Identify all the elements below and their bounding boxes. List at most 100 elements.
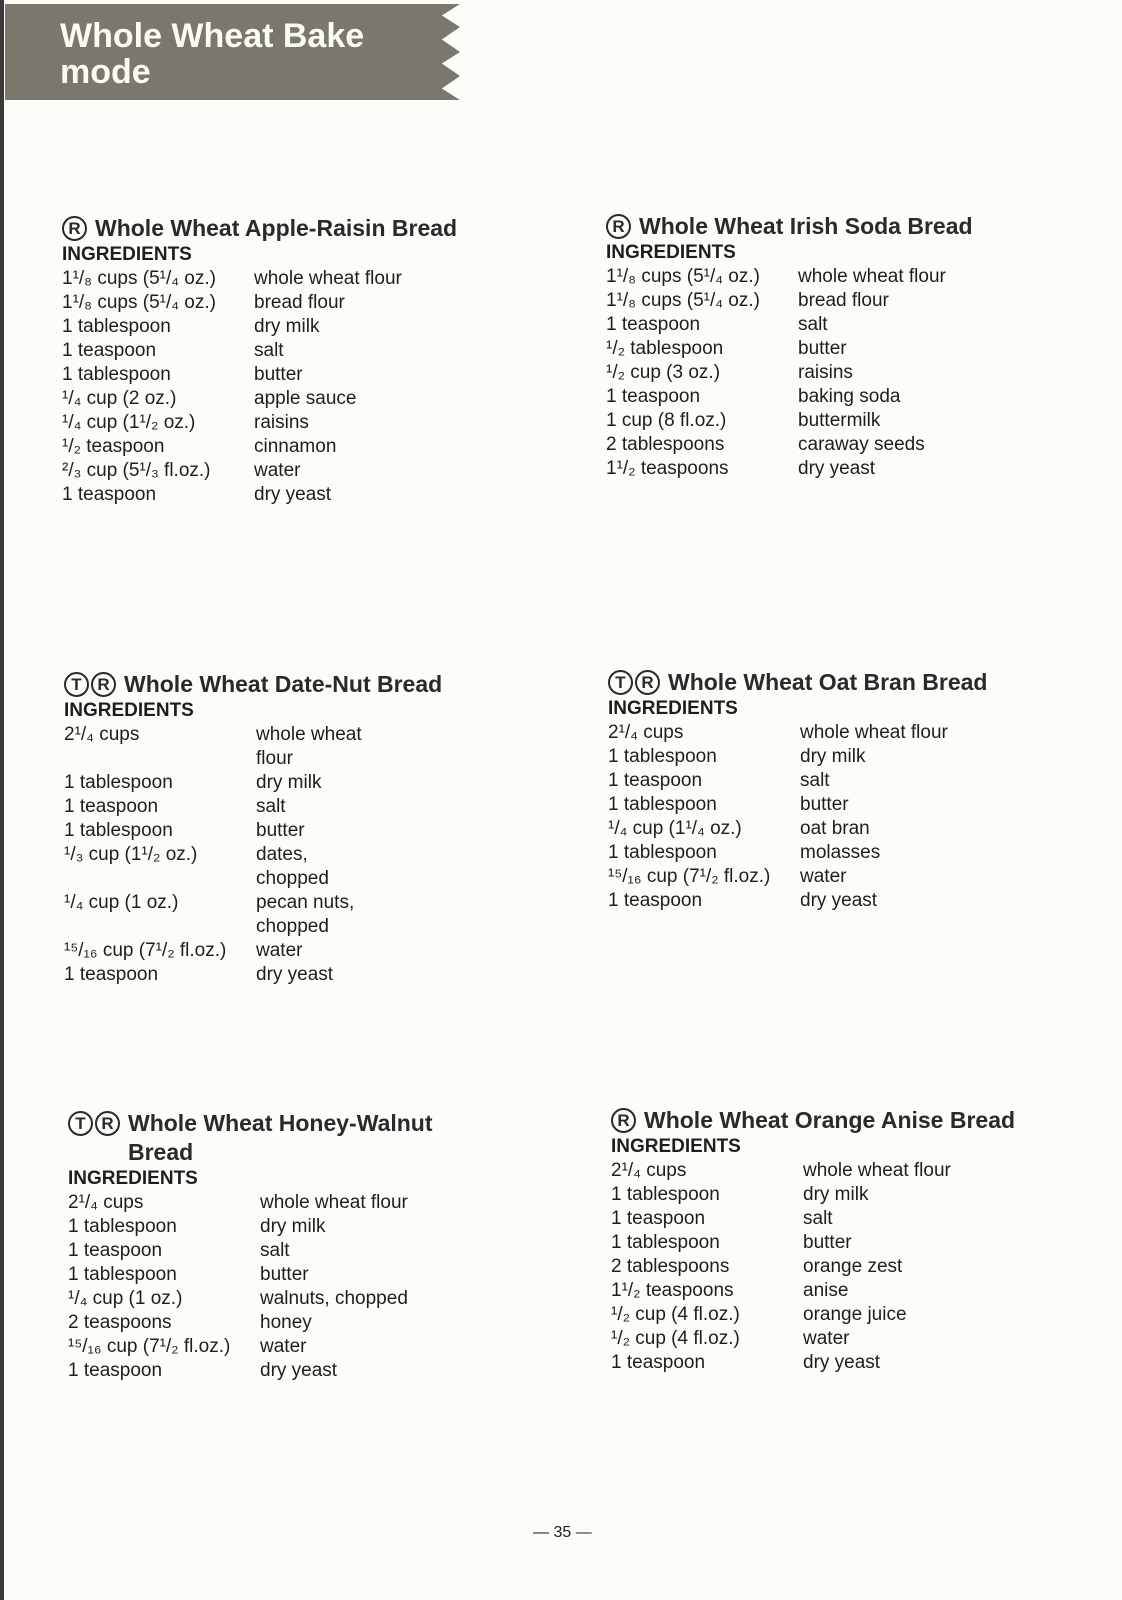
ingredient-row: ¹⁵/₁₆ cup (7¹/₂ fl.oz.) water — [608, 865, 1078, 889]
recipe-title-row: T R Whole Wheat Date-Nut Bread — [64, 670, 534, 699]
ingredient-quantity: ¹⁵/₁₆ cup (7¹/₂ fl.oz.) — [64, 940, 227, 961]
ingredient-name: whole wheat flour — [803, 1160, 951, 1181]
ingredient-quantity: ¹/₄ cup (2 oz.) — [62, 388, 177, 409]
ingredient-row: 1 teaspoon salt — [68, 1239, 468, 1263]
ingredient-name: dry yeast — [256, 964, 334, 985]
recipe-title: Whole Wheat Irish Soda Bread — [639, 213, 973, 239]
ingredient-row: 1 teaspoon baking soda — [606, 385, 1076, 409]
recipe: R Whole Wheat Irish Soda Bread INGREDIENTS… — [606, 212, 1076, 481]
ingredient-name: dates, chopped — [256, 844, 329, 889]
ingredient-row: 2¹/₄ cups whole wheat flour — [64, 723, 534, 771]
ingredient-row: 2 teaspoons honey — [68, 1311, 468, 1335]
recipe: T R Whole Wheat Honey-Walnut Bread INGREDIE… — [68, 1109, 468, 1383]
recipe-title-row: R Whole Wheat Apple-Raisin Bread — [62, 214, 532, 243]
ingredient-quantity: 2¹/₄ cups — [608, 722, 684, 743]
recipe-title: Whole Wheat Oat Bran Bread — [668, 669, 988, 695]
ingredient-name: dry yeast — [260, 1360, 338, 1381]
recipe-title: Whole Wheat Orange Anise Bread — [644, 1107, 1016, 1133]
page-edge — [0, 0, 4, 1600]
ingredient-row: 1¹/₈ cups (5¹/₄ oz.) bread flour — [62, 291, 532, 315]
ingredient-quantity: ¹/₂ tablespoon — [606, 338, 724, 359]
ingredient-quantity: 1 teaspoon — [611, 1208, 706, 1229]
ingredient-row: 1 tablespoon molasses — [608, 841, 1078, 865]
ingredient-quantity: ¹/₂ teaspoon — [62, 436, 165, 457]
ingredient-quantity: 1 tablespoon — [64, 820, 173, 841]
ingredient-name: dry yeast — [800, 890, 878, 911]
ingredient-quantity: 1 teaspoon — [606, 314, 701, 335]
ingredient-name: whole wheat flour — [798, 266, 946, 287]
ingredient-row: ¹/₂ cup (3 oz.) raisins — [606, 361, 1076, 385]
ingredients-heading: INGREDIENTS — [611, 1136, 741, 1157]
recipe: T R Whole Wheat Date-Nut Bread INGREDIENTS 2… — [64, 670, 534, 987]
ingredient-row: 1 tablespoon dry milk — [608, 745, 1078, 769]
ingredient-row: 1 teaspoon dry yeast — [68, 1359, 468, 1383]
ingredient-row: ¹⁵/₁₆ cup (7¹/₂ fl.oz.) water — [64, 939, 534, 963]
ingredient-name: salt — [798, 314, 828, 335]
ingredient-row: ¹/₄ cup (1¹/₂ oz.) raisins — [62, 411, 532, 435]
ingredient-row: 1¹/₂ teaspoons anise — [611, 1279, 1081, 1303]
ingredient-name: dry milk — [256, 772, 322, 793]
ingredient-name: oat bran — [800, 818, 870, 839]
ingredient-name: anise — [803, 1280, 849, 1301]
ingredient-name: dry yeast — [254, 484, 332, 505]
ingredient-row: ¹/₄ cup (1 oz.) walnuts, chopped — [68, 1287, 468, 1311]
mode-rapid-icon: R — [91, 672, 116, 697]
ingredient-quantity: 2¹/₄ cups — [64, 724, 140, 745]
mode-marks: R — [611, 1106, 638, 1135]
ingredient-name: honey — [260, 1312, 312, 1333]
ingredients-heading: INGREDIENTS — [608, 698, 738, 719]
ingredients-heading: INGREDIENTS — [62, 244, 192, 265]
recipe-title-row: T R Whole Wheat Oat Bran Bread — [608, 668, 1078, 697]
recipe-title: Whole Wheat Apple-Raisin Bread — [95, 215, 458, 241]
recipe-title: Whole Wheat Date-Nut Bread — [124, 671, 443, 697]
ingredient-quantity: 1 tablespoon — [608, 842, 717, 863]
ingredient-row: 1 teaspoon salt — [606, 313, 1076, 337]
ingredient-name: dry yeast — [798, 458, 876, 479]
recipe-title: Whole Wheat Honey-Walnut Bread — [128, 1110, 433, 1165]
ingredient-quantity: 1¹/₈ cups (5¹/₄ oz.) — [62, 292, 216, 313]
ingredient-name: buttermilk — [798, 410, 881, 431]
ingredient-name: raisins — [254, 412, 309, 433]
ingredient-name: dry milk — [800, 746, 866, 767]
ingredient-quantity: ¹/₄ cup (1¹/₂ oz.) — [62, 412, 196, 433]
ingredient-name: butter — [256, 820, 305, 841]
ingredient-quantity: 1 tablespoon — [68, 1264, 177, 1285]
ingredient-quantity: 1 teaspoon — [64, 796, 159, 817]
ingredient-name: bread flour — [798, 290, 889, 311]
ingredient-quantity: 2¹/₄ cups — [68, 1192, 144, 1213]
page-title: Whole Wheat Bake mode — [60, 17, 365, 91]
ingredient-row: 1 tablespoon butter — [68, 1263, 468, 1287]
ingredient-name: apple sauce — [254, 388, 357, 409]
ingredient-quantity: 1 tablespoon — [608, 746, 717, 767]
ingredient-quantity: 1 cup (8 fl.oz.) — [606, 410, 727, 431]
ingredient-name: salt — [800, 770, 830, 791]
ingredient-quantity: 1 tablespoon — [608, 794, 717, 815]
mode-timer-icon: T — [68, 1111, 93, 1136]
ingredient-row: ¹/₃ cup (1¹/₂ oz.) dates, chopped — [64, 843, 534, 891]
ingredient-quantity: 2 teaspoons — [68, 1312, 172, 1333]
ingredient-quantity: 2¹/₄ cups — [611, 1160, 687, 1181]
ingredient-quantity: 2 tablespoons — [606, 434, 725, 455]
ingredient-quantity: ¹/₂ cup (4 fl.oz.) — [611, 1304, 740, 1325]
ingredient-name: water — [254, 460, 301, 481]
ingredient-quantity: ¹/₄ cup (1 oz.) — [64, 892, 179, 913]
header-banner — [5, 4, 460, 100]
ingredient-row: 2¹/₄ cups whole wheat flour — [611, 1159, 1081, 1183]
ingredient-row: ¹/₂ tablespoon butter — [606, 337, 1076, 361]
ingredient-name: bread flour — [254, 292, 345, 313]
ingredients-heading: INGREDIENTS — [64, 700, 194, 721]
ingredient-quantity: 1¹/₈ cups (5¹/₄ oz.) — [62, 268, 216, 289]
ingredient-quantity: ¹/₄ cup (1 oz.) — [68, 1288, 183, 1309]
ingredient-name: caraway seeds — [798, 434, 925, 455]
ingredient-name: walnuts, chopped — [260, 1288, 408, 1309]
ingredient-name: dry yeast — [803, 1352, 881, 1373]
ingredient-quantity: ¹/₂ cup (4 fl.oz.) — [611, 1328, 740, 1349]
ingredient-row: 1 teaspoon dry yeast — [608, 889, 1078, 913]
ingredients-heading: INGREDIENTS — [606, 242, 736, 263]
ingredient-quantity: 1 tablespoon — [611, 1232, 720, 1253]
ingredient-quantity: 1 teaspoon — [608, 890, 703, 911]
ingredient-quantity: 1 tablespoon — [68, 1216, 177, 1237]
